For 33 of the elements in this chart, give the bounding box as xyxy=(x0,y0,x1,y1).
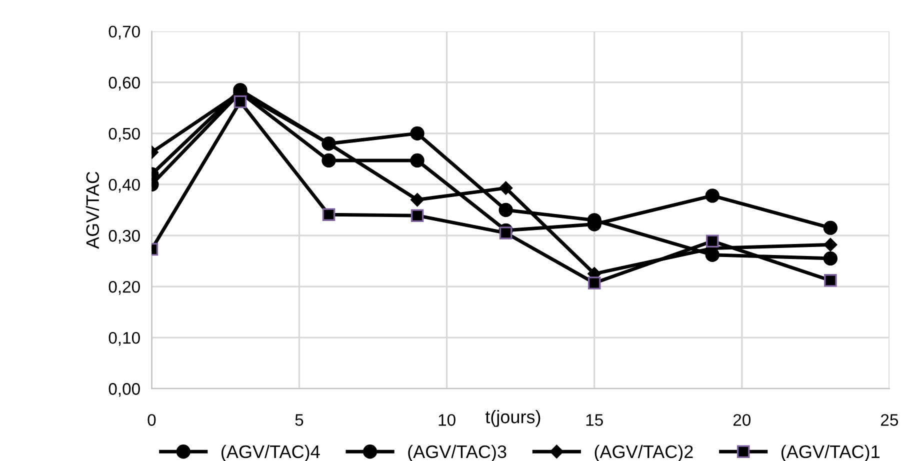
point xyxy=(824,274,837,287)
x-tick-label: 25 xyxy=(881,414,898,426)
y-axis-title: AGV/TAC xyxy=(86,172,100,249)
y-tick-label: 0,50 xyxy=(108,128,140,142)
x-tick-label: 5 xyxy=(295,414,304,426)
x-tick-label: 20 xyxy=(733,414,751,426)
y-tick-label: 0,60 xyxy=(108,76,140,91)
y-tick-label: 0,20 xyxy=(108,280,140,295)
point xyxy=(410,209,424,222)
point xyxy=(823,251,838,266)
point xyxy=(498,202,513,218)
point xyxy=(823,220,838,235)
point xyxy=(410,193,424,207)
y-tick-label: 0,00 xyxy=(108,383,140,397)
x-tick-label: 10 xyxy=(438,414,456,426)
y-tick-label: 0,70 xyxy=(108,26,140,40)
x-tick-label: 15 xyxy=(586,414,603,426)
y-tick-label: 0,40 xyxy=(108,178,140,193)
point xyxy=(499,181,513,195)
point xyxy=(588,276,601,290)
y-tick-label: 0,10 xyxy=(108,332,140,346)
point xyxy=(322,153,336,168)
point xyxy=(410,126,424,141)
x-axis-title: t(jours) xyxy=(485,410,540,427)
point xyxy=(706,234,719,248)
point xyxy=(705,188,720,203)
y-tick-label: 0,30 xyxy=(108,230,140,244)
point xyxy=(824,238,838,252)
point xyxy=(234,95,247,108)
point xyxy=(322,208,336,221)
x-tick-label: 0 xyxy=(148,414,156,426)
point xyxy=(410,153,424,168)
point xyxy=(499,226,512,240)
